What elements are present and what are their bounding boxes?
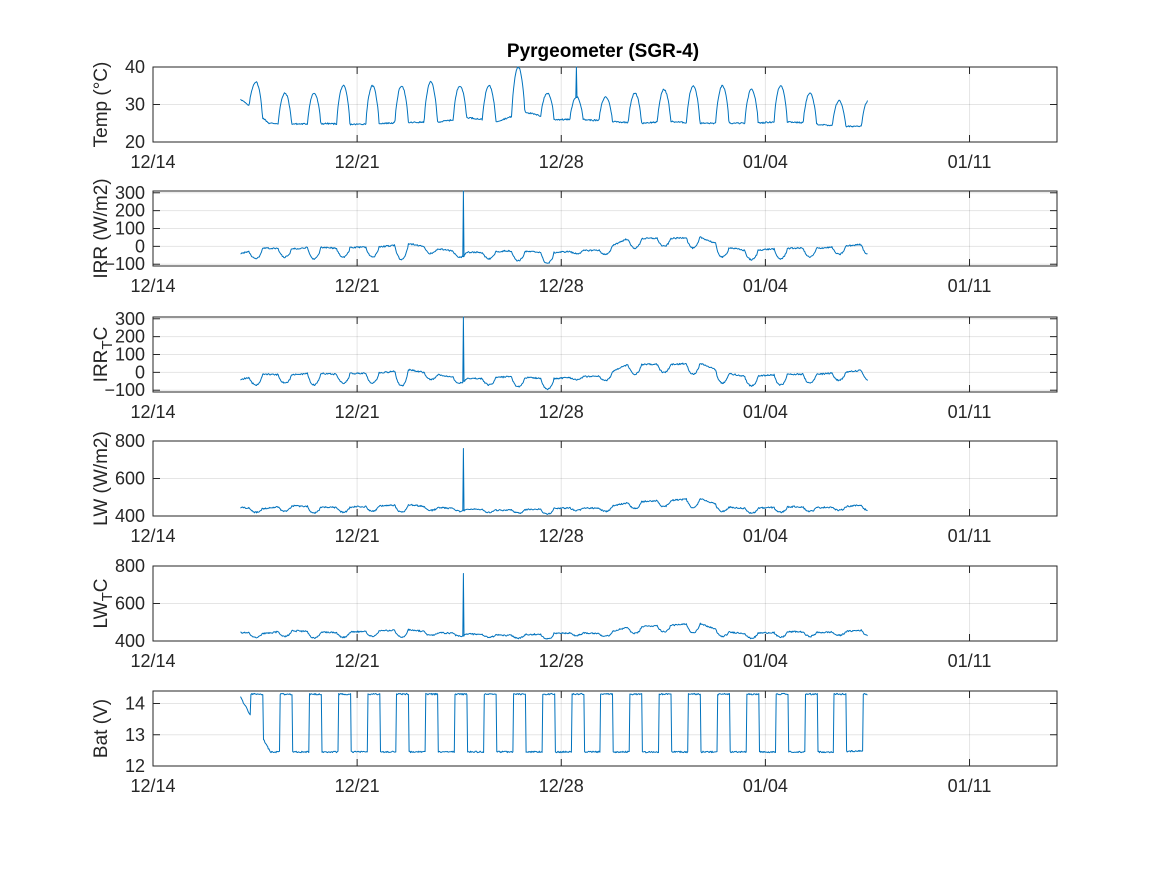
x-tick-label: 12/28 bbox=[539, 402, 584, 422]
y-tick-label: 800 bbox=[115, 556, 145, 576]
y-axis-label-part: IRR bbox=[91, 350, 112, 383]
x-tick-label: 12/14 bbox=[130, 651, 175, 671]
subplot-2: 12/14 12/21 12/28 01/04 01/11 −1000100200300I… bbox=[91, 178, 1058, 296]
chart-title: Pyrgeometer (SGR-4) bbox=[507, 41, 699, 62]
x-tick-label: 12/21 bbox=[335, 776, 380, 796]
y-tick-label: 20 bbox=[125, 132, 145, 152]
subplot-5: 12/14 12/21 12/28 01/04 01/11 400 600 800 LWTC bbox=[91, 556, 1058, 671]
y-tick-label: 100 bbox=[115, 219, 145, 239]
y-tick-label: 400 bbox=[115, 506, 145, 526]
y-axis-label-part: C bbox=[91, 327, 112, 341]
x-tick-label: 12/14 bbox=[130, 776, 175, 796]
x-tick-label: 12/28 bbox=[539, 651, 584, 671]
y-tick-label: 12 bbox=[125, 756, 145, 776]
x-tick-label: 12/28 bbox=[539, 152, 584, 172]
y-tick-label: 30 bbox=[125, 95, 145, 115]
y-axis-label: LWTC bbox=[91, 579, 116, 629]
series-line bbox=[240, 448, 868, 515]
x-tick-label: 12/28 bbox=[539, 276, 584, 296]
x-tick-label: 12/14 bbox=[130, 402, 175, 422]
x-tick-label: 12/21 bbox=[335, 526, 380, 546]
x-tick-label: 01/04 bbox=[743, 152, 788, 172]
y-tick-label: 300 bbox=[115, 183, 145, 203]
y-tick-label: 0 bbox=[135, 362, 145, 382]
x-tick-label: 12/21 bbox=[335, 402, 380, 422]
x-tick-label: 12/21 bbox=[335, 152, 380, 172]
series-line bbox=[240, 190, 868, 264]
y-axis-label: Bat (V) bbox=[91, 699, 112, 758]
y-tick-label: 400 bbox=[115, 631, 145, 651]
x-tick-label: 01/04 bbox=[743, 776, 788, 796]
y-tick-label: 800 bbox=[115, 431, 145, 451]
subplot-stack: 12/14 12/21 12/28 01/04 01/11 20 30 40 Temp (°C)… bbox=[91, 57, 1058, 796]
y-tick-label: 0 bbox=[135, 236, 145, 256]
y-tick-label: 100 bbox=[115, 345, 145, 365]
series-line bbox=[240, 692, 868, 754]
x-tick-label: 12/14 bbox=[130, 276, 175, 296]
x-tick-label: 01/11 bbox=[948, 651, 992, 671]
y-tick-label: 13 bbox=[125, 725, 145, 745]
y-axis-label-part: T bbox=[99, 592, 116, 601]
x-tick-label: 01/11 bbox=[948, 776, 992, 796]
subplot-3: 12/14 12/21 12/28 01/04 01/11−1000100200300I… bbox=[91, 309, 1058, 422]
x-tick-label: 01/11 bbox=[948, 276, 992, 296]
y-tick-label: 14 bbox=[125, 694, 145, 714]
x-tick-label: 01/04 bbox=[743, 526, 788, 546]
y-tick-label: 200 bbox=[115, 327, 145, 347]
x-tick-label: 12/14 bbox=[130, 152, 175, 172]
y-axis-label: Temp (°C) bbox=[91, 62, 112, 148]
y-axis-label-part: C bbox=[91, 579, 112, 593]
x-tick-label: 01/11 bbox=[948, 526, 992, 546]
x-tick-label: 01/11 bbox=[948, 402, 992, 422]
subplot-1: 12/14 12/21 12/28 01/04 01/11 20 30 40 Temp (°C) bbox=[91, 57, 1058, 172]
axes-frame bbox=[152, 316, 1058, 393]
y-axis-label: IRR (W/m2) bbox=[91, 178, 112, 278]
axes-frame bbox=[152, 190, 1058, 267]
series-line bbox=[240, 573, 868, 640]
y-tick-label: 200 bbox=[115, 201, 145, 221]
axes-frame bbox=[152, 565, 1058, 642]
y-tick-label: 300 bbox=[115, 309, 145, 329]
y-axis-label: IRRTC bbox=[91, 327, 116, 383]
y-tick-label: −100 bbox=[104, 254, 145, 274]
y-tick-label: 40 bbox=[125, 57, 145, 77]
y-axis-label: LW (W/m2) bbox=[91, 431, 112, 526]
y-axis-label-part: LW bbox=[91, 601, 112, 628]
subplot-6: 12/14 12/21 12/28 01/04 01/11 12 13 14 Bat (V) bbox=[91, 690, 1058, 796]
x-tick-label: 01/11 bbox=[948, 152, 992, 172]
series-line bbox=[240, 316, 868, 391]
x-tick-label: 01/04 bbox=[743, 276, 788, 296]
y-axis-label-part: T bbox=[99, 340, 116, 349]
y-tick-label: −100 bbox=[104, 380, 145, 400]
x-tick-label: 01/04 bbox=[743, 651, 788, 671]
y-tick-label: 600 bbox=[115, 594, 145, 614]
y-tick-label: 600 bbox=[115, 469, 145, 489]
x-tick-label: 12/28 bbox=[539, 526, 584, 546]
axes-frame bbox=[152, 690, 1058, 767]
axes-frame bbox=[152, 440, 1058, 517]
x-tick-label: 12/28 bbox=[539, 776, 584, 796]
x-tick-label: 12/21 bbox=[335, 276, 380, 296]
axes-frame bbox=[152, 66, 1058, 143]
x-tick-label: 12/14 bbox=[130, 526, 175, 546]
x-tick-label: 12/21 bbox=[335, 651, 380, 671]
x-tick-label: 01/04 bbox=[743, 402, 788, 422]
series-line bbox=[240, 66, 868, 128]
